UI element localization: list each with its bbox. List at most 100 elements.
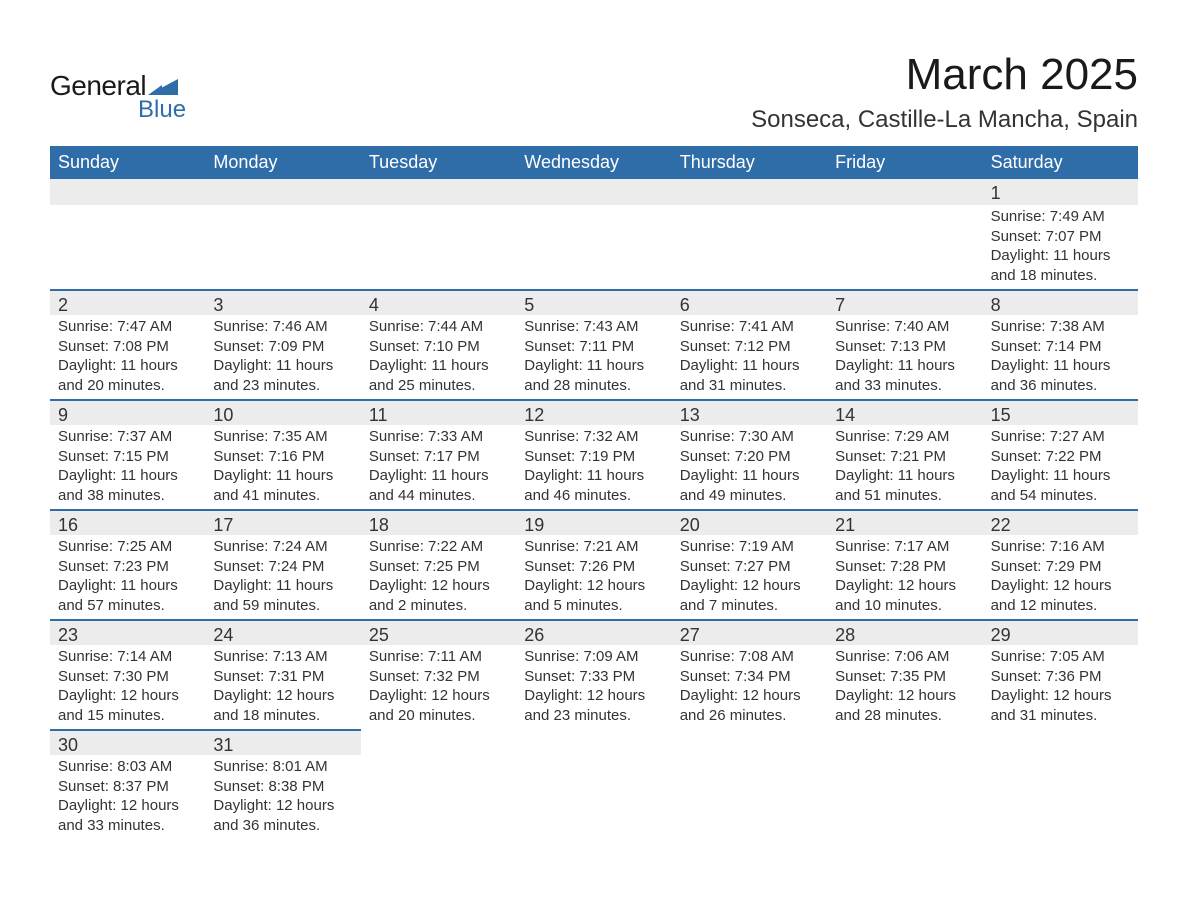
day-body: Sunrise: 7:29 AMSunset: 7:21 PMDaylight:…	[827, 425, 982, 509]
day-daylight2-text: and 23 minutes.	[213, 376, 352, 396]
day-daylight2-text: and 38 minutes.	[58, 486, 197, 506]
day-daylight1-text: Daylight: 11 hours	[369, 466, 508, 486]
day-sunset-text: Sunset: 7:23 PM	[58, 557, 197, 577]
calendar-empty-cell	[361, 729, 516, 839]
day-daylight1-text: Daylight: 12 hours	[369, 686, 508, 706]
day-daylight1-text: Daylight: 11 hours	[991, 466, 1130, 486]
day-number-bar: 27	[672, 619, 827, 645]
day-sunrise-text: Sunrise: 7:22 AM	[369, 537, 508, 557]
day-body	[50, 205, 205, 225]
day-body	[672, 755, 827, 775]
day-number-bar	[827, 729, 982, 755]
calendar-day-cell: 24Sunrise: 7:13 AMSunset: 7:31 PMDayligh…	[205, 619, 360, 729]
day-number-bar: 7	[827, 289, 982, 315]
calendar-empty-cell	[361, 179, 516, 289]
day-sunset-text: Sunset: 7:34 PM	[680, 667, 819, 687]
day-sunrise-text: Sunrise: 7:43 AM	[524, 317, 663, 337]
day-sunset-text: Sunset: 7:33 PM	[524, 667, 663, 687]
day-daylight2-text: and 36 minutes.	[213, 816, 352, 836]
day-body	[827, 755, 982, 775]
calendar-empty-cell	[205, 179, 360, 289]
day-body: Sunrise: 7:24 AMSunset: 7:24 PMDaylight:…	[205, 535, 360, 619]
calendar-day-cell: 28Sunrise: 7:06 AMSunset: 7:35 PMDayligh…	[827, 619, 982, 729]
day-daylight2-text: and 59 minutes.	[213, 596, 352, 616]
calendar-day-cell: 2Sunrise: 7:47 AMSunset: 7:08 PMDaylight…	[50, 289, 205, 399]
day-daylight1-text: Daylight: 12 hours	[369, 576, 508, 596]
calendar-day-cell: 4Sunrise: 7:44 AMSunset: 7:10 PMDaylight…	[361, 289, 516, 399]
day-daylight1-text: Daylight: 11 hours	[58, 576, 197, 596]
day-sunset-text: Sunset: 7:11 PM	[524, 337, 663, 357]
calendar-week-row: 2Sunrise: 7:47 AMSunset: 7:08 PMDaylight…	[50, 289, 1138, 399]
day-body: Sunrise: 7:25 AMSunset: 7:23 PMDaylight:…	[50, 535, 205, 619]
location-subtitle: Sonseca, Castille-La Mancha, Spain	[751, 106, 1138, 134]
calendar-day-cell: 23Sunrise: 7:14 AMSunset: 7:30 PMDayligh…	[50, 619, 205, 729]
day-daylight1-text: Daylight: 12 hours	[58, 686, 197, 706]
day-sunset-text: Sunset: 7:26 PM	[524, 557, 663, 577]
calendar-day-cell: 27Sunrise: 7:08 AMSunset: 7:34 PMDayligh…	[672, 619, 827, 729]
day-sunrise-text: Sunrise: 7:35 AM	[213, 427, 352, 447]
day-number-bar: 6	[672, 289, 827, 315]
day-daylight1-text: Daylight: 11 hours	[213, 576, 352, 596]
day-body: Sunrise: 7:41 AMSunset: 7:12 PMDaylight:…	[672, 315, 827, 399]
weekday-header-cell: Thursday	[672, 146, 827, 179]
day-body: Sunrise: 7:33 AMSunset: 7:17 PMDaylight:…	[361, 425, 516, 509]
calendar-day-cell: 20Sunrise: 7:19 AMSunset: 7:27 PMDayligh…	[672, 509, 827, 619]
calendar-day-cell: 9Sunrise: 7:37 AMSunset: 7:15 PMDaylight…	[50, 399, 205, 509]
day-body: Sunrise: 8:03 AMSunset: 8:37 PMDaylight:…	[50, 755, 205, 839]
day-body: Sunrise: 7:08 AMSunset: 7:34 PMDaylight:…	[672, 645, 827, 729]
day-number-bar: 17	[205, 509, 360, 535]
day-daylight1-text: Daylight: 11 hours	[524, 356, 663, 376]
day-body: Sunrise: 7:09 AMSunset: 7:33 PMDaylight:…	[516, 645, 671, 729]
day-body	[361, 755, 516, 775]
day-daylight2-text: and 33 minutes.	[835, 376, 974, 396]
day-sunrise-text: Sunrise: 7:17 AM	[835, 537, 974, 557]
calendar-empty-cell	[827, 729, 982, 839]
day-sunset-text: Sunset: 7:28 PM	[835, 557, 974, 577]
weekday-header-cell: Monday	[205, 146, 360, 179]
day-body: Sunrise: 7:49 AMSunset: 7:07 PMDaylight:…	[983, 205, 1138, 289]
day-sunrise-text: Sunrise: 7:19 AM	[680, 537, 819, 557]
day-daylight2-text: and 49 minutes.	[680, 486, 819, 506]
day-daylight2-text: and 7 minutes.	[680, 596, 819, 616]
calendar-day-cell: 16Sunrise: 7:25 AMSunset: 7:23 PMDayligh…	[50, 509, 205, 619]
month-title: March 2025	[751, 50, 1138, 100]
day-sunset-text: Sunset: 7:35 PM	[835, 667, 974, 687]
day-daylight2-text: and 41 minutes.	[213, 486, 352, 506]
day-daylight1-text: Daylight: 12 hours	[213, 796, 352, 816]
day-number-bar: 28	[827, 619, 982, 645]
day-body: Sunrise: 7:46 AMSunset: 7:09 PMDaylight:…	[205, 315, 360, 399]
calendar-empty-cell	[827, 179, 982, 289]
day-sunrise-text: Sunrise: 7:33 AM	[369, 427, 508, 447]
day-sunrise-text: Sunrise: 7:08 AM	[680, 647, 819, 667]
calendar-day-cell: 29Sunrise: 7:05 AMSunset: 7:36 PMDayligh…	[983, 619, 1138, 729]
day-number-bar: 12	[516, 399, 671, 425]
day-daylight1-text: Daylight: 11 hours	[58, 466, 197, 486]
day-daylight2-text: and 20 minutes.	[369, 706, 508, 726]
day-daylight2-text: and 46 minutes.	[524, 486, 663, 506]
day-body: Sunrise: 7:11 AMSunset: 7:32 PMDaylight:…	[361, 645, 516, 729]
day-daylight1-text: Daylight: 12 hours	[680, 686, 819, 706]
day-daylight2-text: and 18 minutes.	[991, 266, 1130, 286]
day-sunrise-text: Sunrise: 7:29 AM	[835, 427, 974, 447]
day-number-bar: 11	[361, 399, 516, 425]
day-number-bar: 19	[516, 509, 671, 535]
day-sunset-text: Sunset: 7:12 PM	[680, 337, 819, 357]
day-sunset-text: Sunset: 7:32 PM	[369, 667, 508, 687]
day-sunrise-text: Sunrise: 7:41 AM	[680, 317, 819, 337]
day-daylight2-text: and 15 minutes.	[58, 706, 197, 726]
day-number-bar: 18	[361, 509, 516, 535]
calendar-day-cell: 14Sunrise: 7:29 AMSunset: 7:21 PMDayligh…	[827, 399, 982, 509]
calendar-day-cell: 17Sunrise: 7:24 AMSunset: 7:24 PMDayligh…	[205, 509, 360, 619]
day-number-bar: 4	[361, 289, 516, 315]
calendar-day-cell: 21Sunrise: 7:17 AMSunset: 7:28 PMDayligh…	[827, 509, 982, 619]
day-sunrise-text: Sunrise: 7:40 AM	[835, 317, 974, 337]
day-daylight2-text: and 36 minutes.	[991, 376, 1130, 396]
calendar-empty-cell	[983, 729, 1138, 839]
calendar-week-row: 9Sunrise: 7:37 AMSunset: 7:15 PMDaylight…	[50, 399, 1138, 509]
day-number-bar: 1	[983, 179, 1138, 205]
day-sunset-text: Sunset: 7:13 PM	[835, 337, 974, 357]
calendar-week-row: 16Sunrise: 7:25 AMSunset: 7:23 PMDayligh…	[50, 509, 1138, 619]
day-number-bar	[361, 179, 516, 205]
day-sunrise-text: Sunrise: 7:47 AM	[58, 317, 197, 337]
calendar-day-cell: 5Sunrise: 7:43 AMSunset: 7:11 PMDaylight…	[516, 289, 671, 399]
